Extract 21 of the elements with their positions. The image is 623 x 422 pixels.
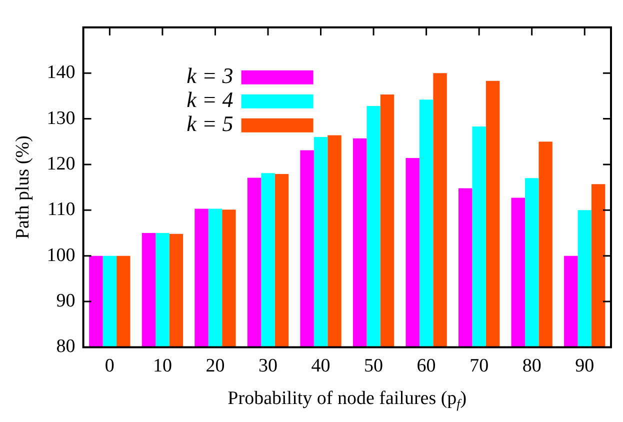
x-tick-label: 60 [416, 356, 436, 377]
legend-label: k = 4 [186, 87, 234, 112]
legend-label: k = 5 [186, 111, 234, 136]
x-tick-label: 70 [470, 356, 489, 377]
x-tick-label: 40 [311, 356, 330, 377]
legend-label: k = 3 [186, 63, 234, 88]
y-axis-title: Path plus (%) [12, 136, 34, 240]
x-tick-label: 30 [258, 356, 278, 377]
y-tick-label: 80 [56, 336, 76, 358]
y-tick-label: 100 [46, 244, 76, 266]
x-tick-label: 50 [364, 356, 384, 377]
x-tick-label: 10 [152, 356, 172, 377]
x-tick-label: 90 [575, 356, 594, 377]
y-tick-label: 120 [46, 153, 76, 174]
x-tick-label: 80 [522, 356, 542, 377]
x-tick-label: 20 [206, 356, 225, 377]
y-tick-label: 140 [46, 62, 76, 84]
y-tick-label: 110 [48, 199, 76, 220]
y-tick-label: 90 [56, 290, 76, 312]
x-tick-label: 0 [104, 356, 114, 377]
y-tick-label: 130 [46, 108, 76, 129]
